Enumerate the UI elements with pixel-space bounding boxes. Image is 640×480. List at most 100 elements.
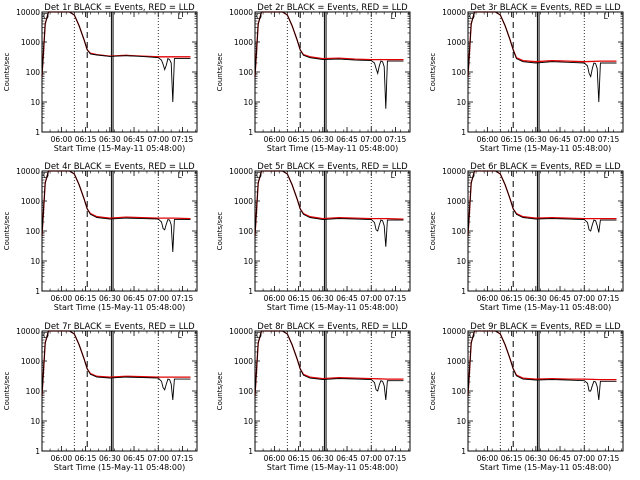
lld-series-line: [41, 11, 191, 77]
x-tick-label: 06:30: [99, 454, 121, 463]
panel-det-7: 1 10 100 1000 10000 06:00 06:15 06:30 06:45 07:00…: [3, 322, 198, 472]
x-tick-label: 07:00: [573, 294, 595, 303]
panel-title: Det 8r BLACK = Events, RED = LLD: [257, 322, 408, 332]
y-tick-label: 10000: [229, 167, 253, 176]
bracket-label-end: L: [391, 171, 396, 180]
y-tick-label: 10000: [16, 167, 40, 176]
y-tick-label: 10000: [442, 167, 466, 176]
y-axis-label: Counts/sec: [216, 212, 224, 251]
x-tick-label: 07:00: [147, 135, 169, 144]
x-axis-label: Start Time (15-May-11 05:48:00): [267, 303, 398, 312]
x-tick-label: 06:30: [525, 294, 547, 303]
y-tick-label: 1: [461, 447, 466, 456]
y-tick-label: 1000: [447, 357, 466, 366]
events-series-line: [41, 170, 191, 253]
bracket-label-start: O: [256, 331, 262, 340]
bracket-label-start: O: [469, 171, 475, 180]
y-tick-label: 1000: [21, 197, 40, 206]
panel-title: Det 3r BLACK = Events, RED = LLD: [470, 3, 621, 13]
plot-frame: [41, 11, 198, 133]
x-tick-label: 07:15: [385, 454, 407, 463]
y-tick-label: 1: [461, 128, 466, 137]
x-tick-label: 06:00: [264, 135, 286, 144]
lld-series-line: [467, 11, 617, 77]
y-axis-label: Counts/sec: [216, 372, 224, 411]
x-tick-label: 07:15: [172, 135, 194, 144]
x-tick-label: 06:00: [477, 454, 499, 463]
x-tick-label: 06:15: [288, 454, 310, 463]
lld-series-line: [41, 330, 191, 396]
x-axis-label: Start Time (15-May-11 05:48:00): [480, 303, 611, 312]
y-axis-label: Counts/sec: [3, 372, 11, 411]
y-tick-label: 10: [30, 257, 40, 266]
plot-frame: [254, 330, 411, 452]
bracket-label-start: O: [256, 12, 262, 21]
y-tick-label: 1000: [21, 38, 40, 47]
x-tick-label: 06:30: [99, 135, 121, 144]
panel-title: Det 4r BLACK = Events, RED = LLD: [44, 162, 195, 172]
lld-series-line: [254, 11, 404, 77]
bracket-label-start: O: [469, 12, 475, 21]
events-series-line: [467, 330, 617, 401]
y-tick-label: 1: [248, 287, 253, 296]
bracket-label-end: L: [604, 171, 609, 180]
x-tick-label: 06:45: [549, 454, 571, 463]
x-tick-label: 06:00: [51, 294, 73, 303]
lld-series-line: [254, 170, 404, 236]
y-tick-label: 10: [243, 98, 253, 107]
bracket-label-end: L: [391, 331, 396, 340]
x-tick-label: 06:45: [336, 135, 358, 144]
x-axis-label: Start Time (15-May-11 05:48:00): [54, 144, 185, 153]
x-tick-label: 06:30: [312, 454, 334, 463]
x-tick-label: 07:00: [147, 294, 169, 303]
events-series-line: [254, 330, 404, 401]
y-tick-label: 1: [35, 128, 40, 137]
y-tick-label: 1: [248, 128, 253, 137]
y-tick-label: 1: [35, 447, 40, 456]
x-tick-label: 07:00: [360, 294, 382, 303]
x-tick-label: 06:00: [51, 135, 73, 144]
x-tick-label: 06:45: [123, 294, 145, 303]
x-tick-label: 06:15: [501, 294, 523, 303]
y-axis-label: Counts/sec: [3, 212, 11, 251]
y-tick-label: 10: [243, 257, 253, 266]
plot-frame: [254, 170, 411, 292]
y-tick-label: 100: [239, 227, 254, 236]
events-series-line: [254, 170, 404, 247]
panel-det-3: 1 10 100 1000 10000 06:00 06:15 06:30 06:45 07:00…: [429, 3, 624, 153]
lld-series-line: [467, 170, 617, 236]
x-tick-label: 06:00: [477, 135, 499, 144]
x-tick-label: 06:15: [75, 135, 97, 144]
bracket-label-end: L: [604, 331, 609, 340]
x-tick-label: 07:15: [598, 135, 620, 144]
y-tick-label: 1000: [234, 197, 253, 206]
y-tick-label: 100: [239, 387, 254, 396]
panel-det-1: 1 10 100 1000 10000 06:00 06:15 06:30 06:45 07:00…: [3, 3, 198, 153]
plot-frame: [467, 11, 624, 133]
y-tick-label: 1000: [447, 197, 466, 206]
y-tick-label: 100: [452, 227, 467, 236]
y-tick-label: 10000: [229, 8, 253, 17]
x-tick-label: 06:15: [501, 454, 523, 463]
y-axis-label: Counts/sec: [429, 372, 437, 411]
y-tick-label: 1: [248, 447, 253, 456]
y-tick-label: 10: [456, 98, 466, 107]
x-tick-label: 06:00: [477, 294, 499, 303]
lld-series-line: [467, 330, 617, 396]
x-axis-label: Start Time (15-May-11 05:48:00): [54, 463, 185, 472]
events-series-line: [254, 11, 404, 109]
x-tick-label: 07:15: [172, 294, 194, 303]
events-series-line: [467, 11, 617, 103]
events-series-line: [467, 170, 617, 236]
bracket-label-end: L: [604, 12, 609, 21]
y-tick-label: 10: [243, 417, 253, 426]
x-tick-label: 06:15: [501, 135, 523, 144]
bracket-label-end: L: [178, 331, 183, 340]
plot-frame: [467, 330, 624, 452]
x-tick-label: 06:45: [549, 135, 571, 144]
y-axis-label: Counts/sec: [429, 212, 437, 251]
x-tick-label: 06:15: [75, 454, 97, 463]
plot-frame: [254, 11, 411, 133]
bracket-label-end: L: [391, 12, 396, 21]
